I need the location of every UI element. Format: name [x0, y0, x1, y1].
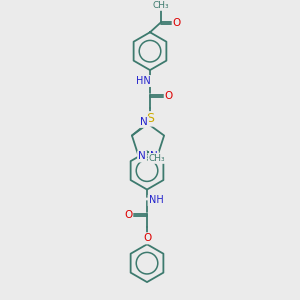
Text: N: N	[138, 152, 146, 161]
Text: O: O	[143, 233, 151, 243]
Text: O: O	[173, 18, 181, 28]
Text: CH₃: CH₃	[149, 154, 165, 163]
Text: HN: HN	[136, 76, 150, 86]
Text: O: O	[165, 91, 173, 101]
Text: N: N	[150, 152, 158, 161]
Text: S: S	[146, 112, 154, 125]
Text: O: O	[124, 210, 132, 220]
Text: N: N	[140, 117, 148, 127]
Text: CH₃: CH₃	[153, 1, 169, 10]
Text: NH: NH	[148, 196, 163, 206]
